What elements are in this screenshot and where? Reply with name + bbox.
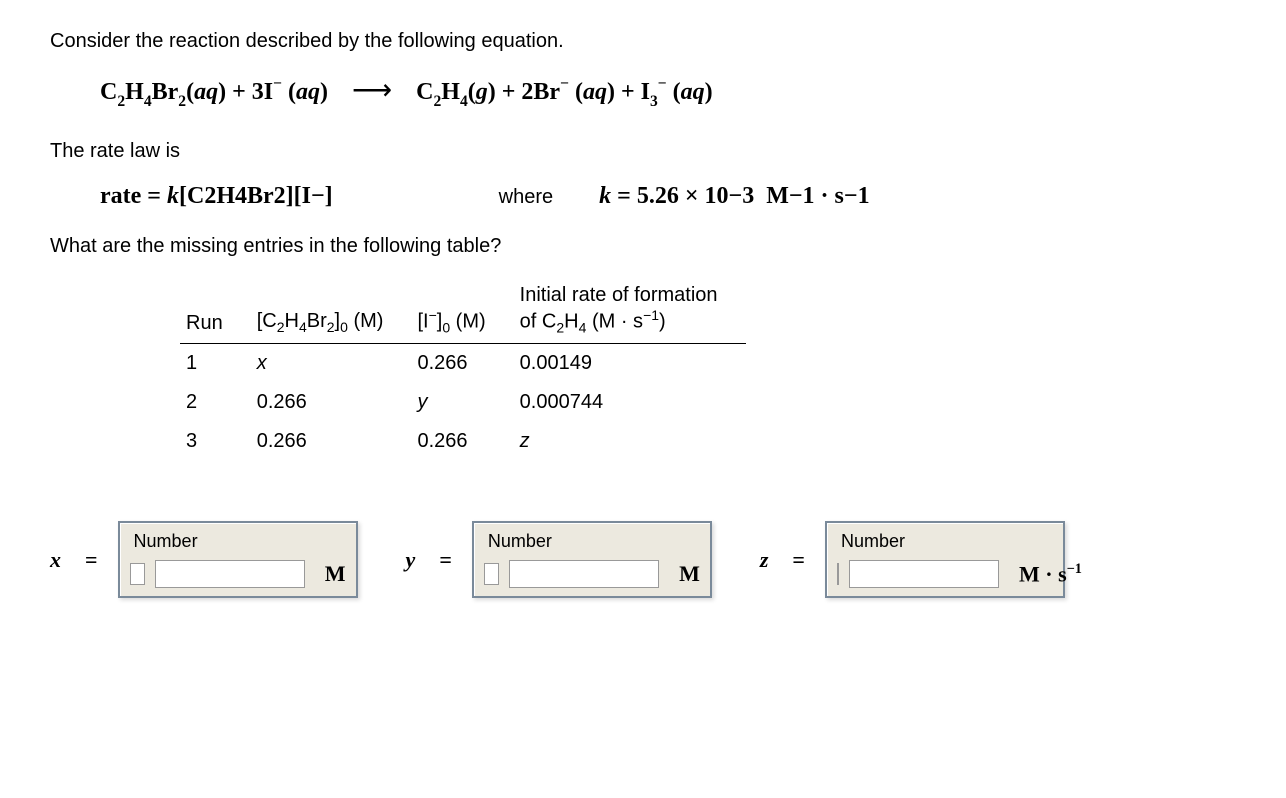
cell-c1: 0.266 — [251, 383, 412, 422]
table-row: 3 0.266 0.266 z — [180, 422, 746, 461]
y-label: y — [406, 547, 416, 573]
checkbox-icon[interactable] — [837, 563, 839, 585]
rate-law-intro: The rate law is — [50, 140, 1236, 163]
cell-c2: 0.266 — [411, 344, 513, 384]
table-row: 2 0.266 y 0.000744 — [180, 383, 746, 422]
cell-c1: x — [251, 344, 412, 384]
z-input[interactable] — [849, 560, 999, 588]
y-input[interactable] — [509, 560, 659, 588]
col-run: Run — [180, 278, 251, 344]
y-answer-box: Number M — [472, 521, 712, 598]
col-c2h4br2: [C2H4Br2]0 (M) — [251, 278, 412, 344]
col-rate: Initial rate of formationof C2H4 (M · s−… — [514, 278, 746, 344]
where-label: where — [339, 186, 593, 208]
cell-c2: y — [411, 383, 513, 422]
equals-sign: = — [439, 547, 452, 573]
equals-sign: = — [792, 547, 805, 573]
box-label: Number — [130, 531, 198, 552]
x-input[interactable] — [155, 560, 305, 588]
col-iodide: [I−]0 (M) — [411, 278, 513, 344]
cell-run: 2 — [180, 383, 251, 422]
cell-run: 3 — [180, 422, 251, 461]
equals-sign: = — [85, 547, 98, 573]
answer-row: x = Number M y = Number M z = Number M ·… — [50, 521, 1236, 598]
checkbox-icon[interactable] — [484, 563, 499, 585]
z-label: z — [760, 547, 769, 573]
x-unit: M — [325, 561, 346, 587]
cell-rate: 0.000744 — [514, 383, 746, 422]
cell-rate: z — [514, 422, 746, 461]
box-label: Number — [837, 531, 905, 552]
rate-law-equation: rate = k[C2H4Br2][I−] where k = 5.26 × 1… — [100, 183, 1236, 210]
chemical-equation: C2H4Br2(aq) + 3I− (aq) ⟶ C2H4(g) + 2Br− … — [100, 73, 1236, 110]
z-unit: M · s−1 — [1019, 561, 1082, 587]
y-unit: M — [679, 561, 700, 587]
cell-c2: 0.266 — [411, 422, 513, 461]
cell-rate: 0.00149 — [514, 344, 746, 384]
x-answer-box: Number M — [118, 521, 358, 598]
checkbox-icon[interactable] — [130, 563, 145, 585]
cell-c1: 0.266 — [251, 422, 412, 461]
intro-text: Consider the reaction described by the f… — [50, 30, 1236, 53]
table-prompt: What are the missing entries in the foll… — [50, 235, 1236, 258]
box-label: Number — [484, 531, 552, 552]
table-row: 1 x 0.266 0.00149 — [180, 344, 746, 384]
cell-run: 1 — [180, 344, 251, 384]
x-label: x — [50, 547, 61, 573]
data-table: Run [C2H4Br2]0 (M) [I−]0 (M) Initial rat… — [180, 278, 746, 462]
z-answer-box: Number M · s−1 — [825, 521, 1065, 598]
